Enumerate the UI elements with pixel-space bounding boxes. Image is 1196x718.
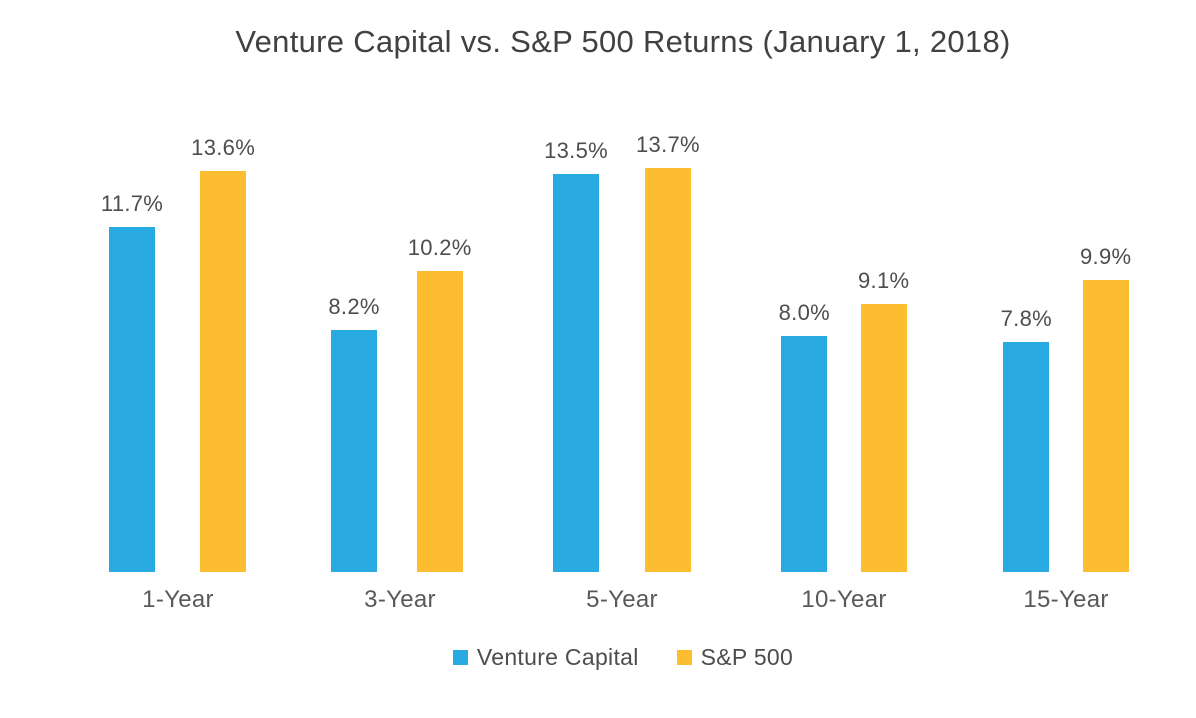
- bar-value-label: 8.0%: [778, 300, 830, 325]
- bar-value-label: 13.6%: [191, 135, 256, 160]
- bar-group-10-year: 8.0% 9.1%: [733, 0, 955, 572]
- bar-value-label: 13.7%: [636, 132, 700, 157]
- bar-value-label: 9.1%: [858, 268, 910, 293]
- bar-value-label: 10.2%: [407, 235, 472, 260]
- bar-venture-capital: [1003, 342, 1050, 572]
- bar-wrap: 8.0%: [779, 300, 830, 572]
- bar-sp500: [644, 168, 691, 572]
- bar-wrap: 10.2%: [408, 235, 472, 572]
- bar-sp500: [1082, 280, 1129, 572]
- legend-item-sp500: S&P 500: [676, 644, 794, 671]
- x-axis-label: 10-Year: [801, 586, 887, 613]
- bar-wrap: 9.1%: [858, 268, 909, 572]
- legend-item-venture-capital: Venture Capital: [452, 644, 639, 671]
- bar-group-1-year: 11.7% 13.6%: [67, 0, 289, 572]
- bar-sp500: [200, 171, 247, 572]
- bar-wrap: 13.6%: [191, 135, 255, 572]
- legend-label-sp500: S&P 500: [700, 644, 794, 670]
- legend: Venture Capital S&P 500: [50, 644, 1196, 671]
- bar-value-label: 13.5%: [544, 138, 608, 163]
- bar-venture-capital: [553, 174, 600, 572]
- x-axis-label: 5-Year: [586, 586, 658, 613]
- bar-wrap: 8.2%: [328, 294, 379, 572]
- legend-swatch-venture-capital-icon: [452, 650, 468, 665]
- bar-wrap: 9.9%: [1080, 244, 1131, 572]
- legend-label-venture-capital: Venture Capital: [476, 644, 639, 670]
- bar-group-15-year: 7.8% 9.9%: [955, 0, 1177, 572]
- bar-sp500: [416, 271, 463, 572]
- bar-sp500: [860, 304, 907, 572]
- bar-value-label: 8.2%: [328, 294, 380, 319]
- bar-group-3-year: 8.2% 10.2%: [289, 0, 511, 572]
- bar-venture-capital: [109, 227, 156, 572]
- bar-wrap: 13.5%: [544, 138, 608, 572]
- x-axis-label: 1-Year: [142, 586, 214, 613]
- x-axis-label: 3-Year: [364, 586, 436, 613]
- bar-venture-capital: [781, 336, 828, 572]
- bar-wrap: 13.7%: [636, 132, 700, 572]
- plot-area: 11.7% 13.6% 8.2% 10.2% 13.5% 13.7% 8.0% 9.1% 7.8…: [67, 0, 1177, 572]
- bar-venture-capital: [331, 330, 378, 572]
- bar-group-5-year: 13.5% 13.7%: [511, 0, 733, 572]
- bar-value-label: 7.8%: [1000, 306, 1052, 331]
- legend-swatch-sp500-icon: [676, 650, 692, 665]
- chart-title: Venture Capital vs. S&P 500 Returns (Jan…: [235, 24, 1011, 59]
- bar-value-label: 11.7%: [100, 191, 164, 216]
- x-axis-labels: 1-Year 3-Year 5-Year 10-Year 15-Year: [67, 586, 1177, 614]
- bar-wrap: 7.8%: [1001, 306, 1052, 572]
- bar-wrap: 11.7%: [101, 191, 163, 572]
- bar-value-label: 9.9%: [1080, 244, 1132, 269]
- x-axis-label: 15-Year: [1023, 586, 1109, 613]
